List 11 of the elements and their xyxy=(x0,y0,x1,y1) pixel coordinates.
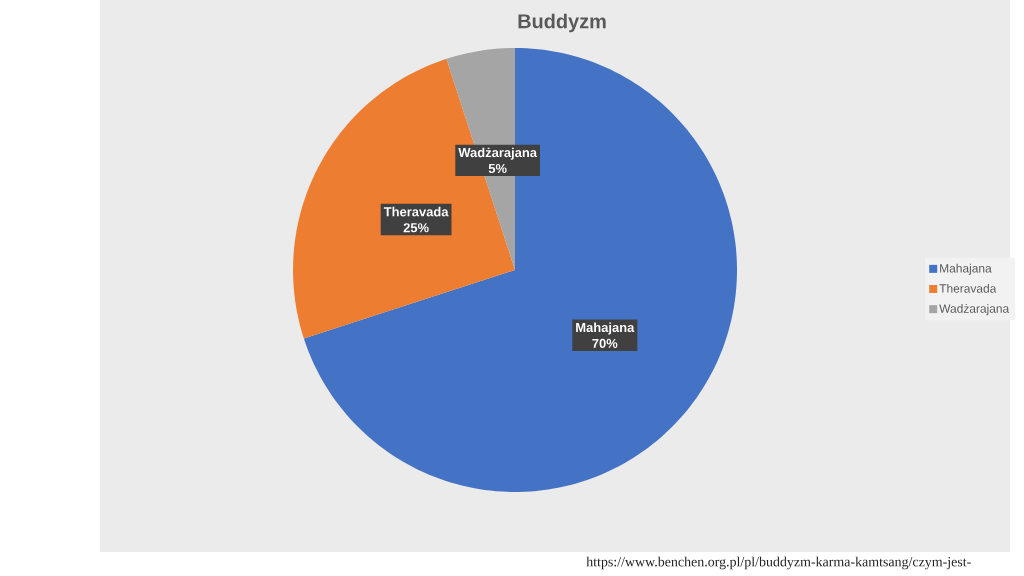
slice-label: Mahajana xyxy=(576,322,635,335)
chart-title: Buddyzm xyxy=(518,13,606,33)
text: https://www.benchen.org.pl/pl/buddyzm-karma-kamtsang/czym-jest- xyxy=(586,556,971,570)
data-label: 25% xyxy=(403,223,429,233)
legend-label: Wadżarajana xyxy=(939,304,1010,316)
data-label: 5% xyxy=(488,163,507,174)
legend-label: Mahajana xyxy=(940,263,992,275)
slice-label: Theravada xyxy=(383,206,449,217)
slice-label: Wadżarajana xyxy=(458,147,538,160)
data-label: 70% xyxy=(592,338,618,348)
legend-label: Theravada xyxy=(939,283,997,293)
